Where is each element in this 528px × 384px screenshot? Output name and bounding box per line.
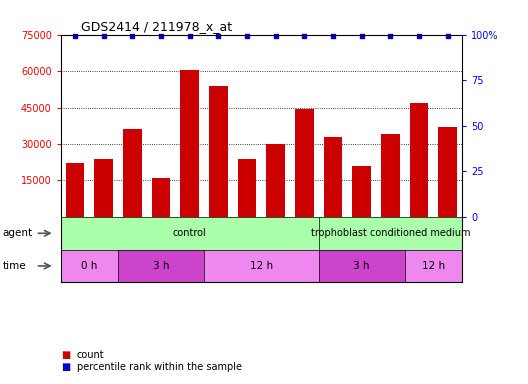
Point (157, 33, 165, 40)
Point (386, 33, 394, 40)
Text: trophoblast conditioned medium: trophoblast conditioned medium (310, 228, 470, 238)
Bar (266, 144, 285, 217)
Text: percentile rank within the sample: percentile rank within the sample (77, 362, 242, 372)
Text: 12 h: 12 h (422, 261, 445, 271)
Point (415, 33, 423, 40)
Bar (352, 166, 371, 217)
Point (99, 33, 108, 40)
Text: count: count (77, 350, 104, 360)
Bar (152, 178, 171, 217)
Point (185, 33, 194, 40)
Bar (410, 103, 428, 217)
Text: ■: ■ (61, 350, 70, 360)
Text: 3 h: 3 h (153, 261, 169, 271)
Text: ■: ■ (61, 362, 70, 372)
Bar (209, 86, 228, 217)
Point (300, 33, 308, 40)
Text: 0 h: 0 h (81, 261, 98, 271)
Bar (238, 159, 257, 217)
Bar (438, 127, 457, 217)
Point (357, 33, 366, 40)
Text: 12 h: 12 h (250, 261, 273, 271)
Point (71, 33, 79, 40)
Text: GDS2414 / 211978_x_at: GDS2414 / 211978_x_at (81, 20, 232, 33)
Point (214, 33, 223, 40)
Point (444, 33, 452, 40)
Bar (181, 70, 199, 217)
Bar (123, 129, 142, 217)
Point (271, 33, 280, 40)
Point (243, 33, 251, 40)
Bar (95, 159, 113, 217)
Text: control: control (173, 228, 206, 238)
Bar (324, 137, 342, 217)
Bar (66, 164, 84, 217)
Point (128, 33, 137, 40)
Text: 3 h: 3 h (353, 261, 370, 271)
Text: time: time (3, 261, 26, 271)
Bar (295, 109, 314, 217)
Point (329, 33, 337, 40)
Bar (381, 134, 400, 217)
Text: agent: agent (3, 228, 33, 238)
